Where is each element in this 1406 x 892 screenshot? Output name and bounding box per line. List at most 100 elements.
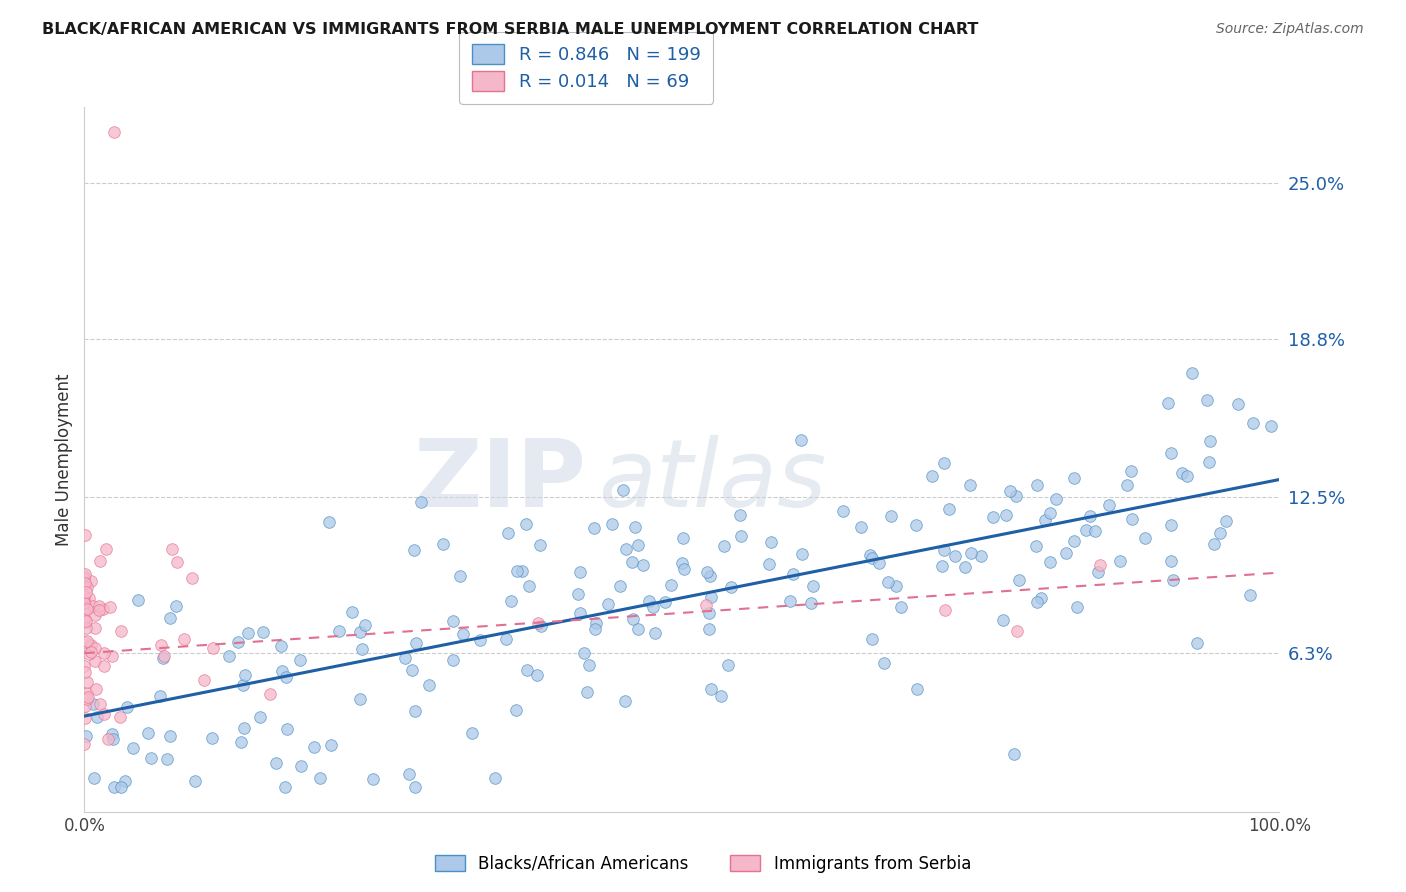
Point [621,612,644,626]
Text: atlas: atlas [599,435,827,526]
Point [932,456,955,470]
Point [82,599,104,613]
Point [713,539,735,553]
Point [884,579,907,593]
Point [1054,546,1077,560]
Point [612,483,634,497]
Point [1005,490,1028,504]
Point [496,526,519,541]
Point [1187,636,1209,650]
Point [97,732,120,747]
Point [159,729,181,743]
Point [180,571,202,585]
Point [136,726,159,740]
Point [1241,416,1264,430]
Point [641,600,664,615]
Point [1084,524,1107,538]
Text: Source: ZipAtlas.com: Source: ZipAtlas.com [1216,22,1364,37]
Point [1160,553,1182,567]
Point [401,664,423,678]
Point [101,727,124,741]
Point [1033,513,1056,527]
Point [75,621,97,635]
Point [110,780,132,794]
Point [931,559,953,574]
Point [449,569,471,583]
Point [959,478,981,492]
Point [461,726,484,740]
Point [229,734,252,748]
Point [1025,539,1047,553]
Point [264,756,287,770]
Point [782,566,804,581]
Point [93,659,115,673]
Point [232,721,254,735]
Point [432,536,454,550]
Point [75,615,97,629]
Point [82,698,104,712]
Point [80,645,103,659]
Point [654,595,676,609]
Point [319,739,342,753]
Point [236,626,259,640]
Point [1133,531,1156,545]
Point [73,596,96,610]
Point [868,556,890,570]
Point [1025,477,1047,491]
Point [1215,514,1237,528]
Point [76,675,98,690]
Point [1199,434,1222,448]
Point [290,758,312,772]
Point [779,594,801,608]
Point [1090,558,1112,573]
Point [152,651,174,665]
Point [995,508,1018,522]
Point [75,729,97,743]
Point [1066,600,1088,615]
Point [720,580,742,594]
Point [354,618,377,632]
Point [152,649,174,664]
Point [202,640,225,655]
Point [1202,537,1225,551]
Point [1039,555,1062,569]
Point [75,601,97,615]
Point [233,667,256,681]
Text: BLACK/AFRICAN AMERICAN VS IMMIGRANTS FROM SERBIA MALE UNEMPLOYMENT CORRELATION C: BLACK/AFRICAN AMERICAN VS IMMIGRANTS FRO… [42,22,979,37]
Point [1239,588,1261,602]
Point [156,752,179,766]
Point [1045,492,1067,507]
Point [710,689,733,703]
Point [1008,573,1031,587]
Point [609,578,631,592]
Point [405,636,427,650]
Point [673,562,696,576]
Point [159,611,181,625]
Point [349,692,371,706]
Point [696,565,718,579]
Point [758,557,780,571]
Point [1209,526,1232,541]
Point [443,614,465,628]
Point [259,687,281,701]
Point [1119,464,1142,478]
Point [73,576,96,591]
Point [1198,455,1220,469]
Point [84,607,107,622]
Point [73,659,96,673]
Point [1226,397,1249,411]
Point [860,632,883,646]
Legend: Blacks/African Americans, Immigrants from Serbia: Blacks/African Americans, Immigrants fro… [429,848,977,880]
Point [73,571,96,585]
Point [404,704,426,718]
Point [84,641,107,656]
Point [73,665,96,680]
Point [1000,483,1022,498]
Point [276,670,298,684]
Point [728,508,751,522]
Point [115,699,138,714]
Point [484,771,506,785]
Point [934,603,956,617]
Point [309,771,332,785]
Point [91,602,114,616]
